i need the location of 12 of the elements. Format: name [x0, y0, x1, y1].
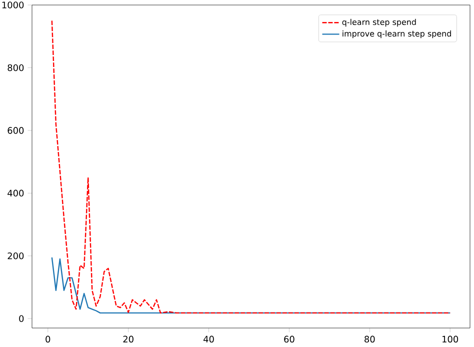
- x-tick-label: 20: [123, 336, 134, 343]
- y-tick-label: 200: [8, 252, 24, 260]
- y-tick-label: 800: [8, 64, 24, 72]
- x-tick-label: 80: [364, 336, 375, 343]
- x-tick-label: 0: [46, 336, 50, 343]
- y-tick-label: 600: [8, 127, 24, 134]
- y-tick-label: 1000: [2, 2, 24, 8]
- x-tick-label: 100: [442, 336, 458, 343]
- y-tick-label: 0: [19, 315, 24, 322]
- x-tick-label: 40: [204, 336, 214, 343]
- x-tick-label: 60: [284, 336, 294, 343]
- y-tick-label: 400: [8, 190, 24, 197]
